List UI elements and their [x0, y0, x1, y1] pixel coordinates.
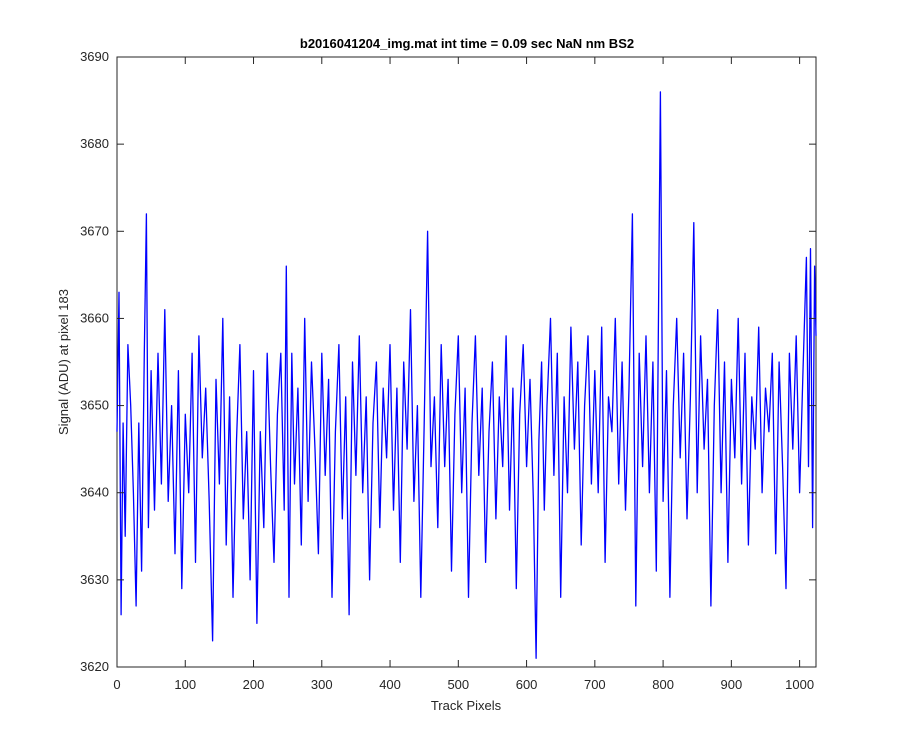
y-tick-label: 3670: [80, 223, 109, 238]
y-tick-label: 3650: [80, 398, 109, 413]
x-tick-label: 600: [516, 677, 538, 692]
y-tick-label: 3660: [80, 310, 109, 325]
x-axis-label: Track Pixels: [431, 698, 502, 713]
x-tick-label: 500: [447, 677, 469, 692]
series-line: [116, 91, 817, 659]
series-layer: [116, 91, 817, 659]
x-tick-label: 300: [311, 677, 333, 692]
chart-title: b2016041204_img.mat int time = 0.09 sec …: [300, 36, 634, 51]
y-axis-label: Signal (ADU) at pixel 183: [56, 289, 71, 435]
x-axis: 0 100 200 300 400 500 600 700 800 900 1000: [113, 57, 814, 692]
y-tick-label: 3680: [80, 136, 109, 151]
y-axis: 3620 3630 3640 3650 3660 3670 3680 3690: [80, 49, 816, 674]
x-tick-label: 400: [379, 677, 401, 692]
y-tick-label: 3640: [80, 485, 109, 500]
x-tick-label: 200: [243, 677, 265, 692]
x-tick-label: 0: [113, 677, 120, 692]
y-tick-label: 3630: [80, 572, 109, 587]
x-tick-label: 100: [174, 677, 196, 692]
y-tick-label: 3620: [80, 659, 109, 674]
x-tick-label: 800: [652, 677, 674, 692]
y-tick-label: 3690: [80, 49, 109, 64]
x-tick-label: 1000: [785, 677, 814, 692]
x-tick-label: 900: [721, 677, 743, 692]
x-tick-label: 700: [584, 677, 606, 692]
